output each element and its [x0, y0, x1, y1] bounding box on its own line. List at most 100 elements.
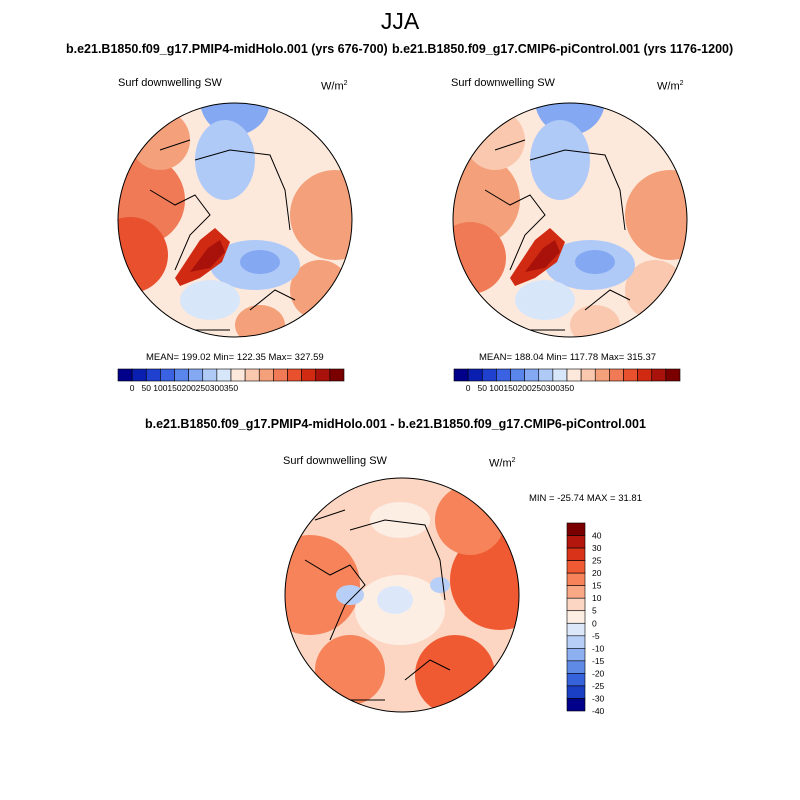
panel2-colorbar-swatch	[609, 368, 624, 382]
diff-map	[285, 478, 519, 712]
diff-title: b.e21.B1850.f09_g17.PMIP4-midHolo.001 - …	[145, 417, 646, 431]
diff-colorbar-swatch	[566, 547, 586, 561]
panel2-colorbar-swatch	[467, 368, 483, 382]
panel2-stats: MEAN= 188.04 Min= 117.78 Max= 315.37	[479, 352, 657, 363]
diff-colorbar-tick-label: 5	[592, 606, 597, 616]
panel2-colorbar-swatch	[496, 368, 511, 382]
panel1-colorbar-swatch	[244, 368, 260, 382]
panel1-colorbar-swatch	[287, 368, 302, 382]
panel1-colorbar-tick-label: 350	[224, 383, 238, 393]
panel2-units: W/m2	[657, 80, 684, 93]
diff-colorbar-tick-label: -30	[592, 693, 605, 703]
panel2-colorbar: 0 50 100 150 200 250 300 350	[453, 368, 681, 393]
diff-colorbar-swatch	[566, 522, 586, 536]
diff-colorbar-swatch	[566, 685, 586, 699]
panel1-colorbar-tick-label: 200	[182, 383, 196, 393]
diff-colorbar-swatch	[566, 660, 586, 674]
panel2-colorbar-swatch	[651, 368, 667, 382]
diff-units: W/m2	[489, 457, 516, 470]
panel1-field-label: Surf downwelling SW	[118, 77, 222, 89]
panel1-colorbar-tick-label: 100	[153, 383, 167, 393]
panel2-colorbar-swatch	[453, 368, 469, 382]
panel1-colorbar-swatch	[216, 368, 232, 382]
panel1-colorbar-swatch	[160, 368, 175, 382]
diff-colorbar-swatch	[566, 610, 586, 624]
panel1-colorbar-swatch	[131, 368, 147, 382]
panel2-colorbar-tick-label: 300	[546, 383, 560, 393]
panel1-colorbar-swatch	[145, 368, 161, 382]
panel1-colorbar-swatch	[174, 368, 189, 382]
panel1-colorbar-swatch	[315, 368, 331, 382]
diff-field-label: Surf downwelling SW	[283, 455, 387, 467]
diff-colorbar-swatch	[566, 572, 586, 586]
panel2-colorbar-swatch	[510, 368, 525, 382]
panel1-colorbar: 0 50 100 150 200 250 300 350	[117, 368, 345, 393]
diff-colorbar-swatch	[566, 648, 586, 662]
panel2-colorbar-tick-label: 0	[466, 383, 471, 393]
diff-colorbar-tick-label: 30	[592, 543, 602, 553]
panel2-colorbar-swatch	[552, 368, 568, 382]
panel1-colorbar-swatch	[301, 368, 317, 382]
diff-colorbar: 40 30 25 20 15 10 5 0 -5 -10 -15 -20 -25 -30 -40	[566, 522, 605, 716]
diff-colorbar-swatch	[566, 585, 586, 599]
panel2-map-border	[452, 102, 688, 338]
diff-colorbar-tick-label: 0	[592, 618, 597, 628]
panel1-colorbar-tick-label: 300	[210, 383, 224, 393]
diff-colorbar-tick-label: -5	[592, 631, 600, 641]
panel1-map-border	[117, 102, 353, 338]
panel2-colorbar-swatch	[623, 368, 638, 382]
panel2-colorbar-tick-label: 50	[478, 383, 488, 393]
diff-colorbar-swatch	[566, 560, 586, 574]
panel2-colorbar-swatch	[566, 368, 582, 382]
panel1-colorbar-swatch	[258, 368, 274, 382]
panel2-field-label: Surf downwelling SW	[451, 77, 555, 89]
panel1-colorbar-swatch	[188, 368, 204, 382]
panel1-colorbar-swatch	[329, 368, 345, 382]
panel1-colorbar-tick-label: 0	[130, 383, 135, 393]
panel2-colorbar-swatch	[524, 368, 540, 382]
panel1-title: b.e21.B1850.f09_g17.PMIP4-midHolo.001 (y…	[66, 42, 388, 56]
diff-map-border	[284, 477, 520, 713]
panel2-title: b.e21.B1850.f09_g17.CMIP6-piControl.001 …	[392, 42, 734, 56]
season-title: JJA	[380, 8, 420, 34]
panel1-colorbar-swatch	[273, 368, 288, 382]
panel2-colorbar-tick-label: 100	[489, 383, 503, 393]
panel2-colorbar-swatch	[538, 368, 554, 382]
panel1-colorbar-swatch	[230, 368, 246, 382]
panel1-colorbar-tick-label: 150	[167, 383, 181, 393]
diff-colorbar-swatch	[566, 698, 586, 712]
panel1-colorbar-tick-label: 250	[196, 383, 210, 393]
panel1-units: W/m2	[321, 80, 348, 93]
diff-colorbar-tick-label: -20	[592, 668, 605, 678]
panel1-colorbar-swatch	[202, 368, 218, 382]
panel1-map	[118, 103, 352, 337]
panel1-colorbar-tick-label: 50	[142, 383, 152, 393]
diff-colorbar-tick-label: 25	[592, 556, 602, 566]
panel2-colorbar-tick-label: 200	[518, 383, 532, 393]
diff-colorbar-swatch	[566, 635, 586, 649]
panel2-colorbar-tick-label: 250	[532, 383, 546, 393]
diff-colorbar-swatch	[566, 622, 586, 637]
diff-colorbar-swatch	[566, 597, 586, 612]
diff-colorbar-tick-label: 10	[592, 593, 602, 603]
diff-colorbar-swatch	[566, 535, 586, 549]
diff-colorbar-tick-label: -10	[592, 643, 605, 653]
diff-colorbar-swatch	[566, 673, 586, 687]
diff-colorbar-tick-label: -40	[592, 706, 605, 716]
panel2-colorbar-swatch	[665, 368, 681, 382]
panel2-colorbar-swatch	[594, 368, 610, 382]
panel2-colorbar-swatch	[481, 368, 497, 382]
panel2-map	[453, 103, 687, 337]
panel1-stats: MEAN= 199.02 Min= 122.35 Max= 327.59	[146, 352, 324, 363]
panel2-colorbar-tick-label: 150	[503, 383, 517, 393]
panel2-colorbar-tick-label: 350	[560, 383, 574, 393]
diff-colorbar-tick-label: -15	[592, 656, 605, 666]
diff-colorbar-tick-label: 40	[592, 531, 602, 541]
panel2-colorbar-swatch	[580, 368, 596, 382]
diff-colorbar-tick-label: -25	[592, 681, 605, 691]
diff-colorbar-tick-label: 15	[592, 581, 602, 591]
panel1-colorbar-swatch	[117, 368, 133, 382]
diff-colorbar-tick-label: 20	[592, 568, 602, 578]
diff-minmax: MIN = -25.74 MAX = 31.81	[529, 493, 643, 504]
